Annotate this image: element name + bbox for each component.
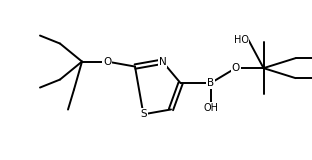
Text: N: N xyxy=(159,57,166,67)
Text: O: O xyxy=(103,56,111,67)
Text: HO: HO xyxy=(234,35,249,45)
Text: OH: OH xyxy=(203,103,218,113)
Text: B: B xyxy=(207,78,214,88)
Text: S: S xyxy=(140,109,147,119)
Text: O: O xyxy=(232,63,240,73)
